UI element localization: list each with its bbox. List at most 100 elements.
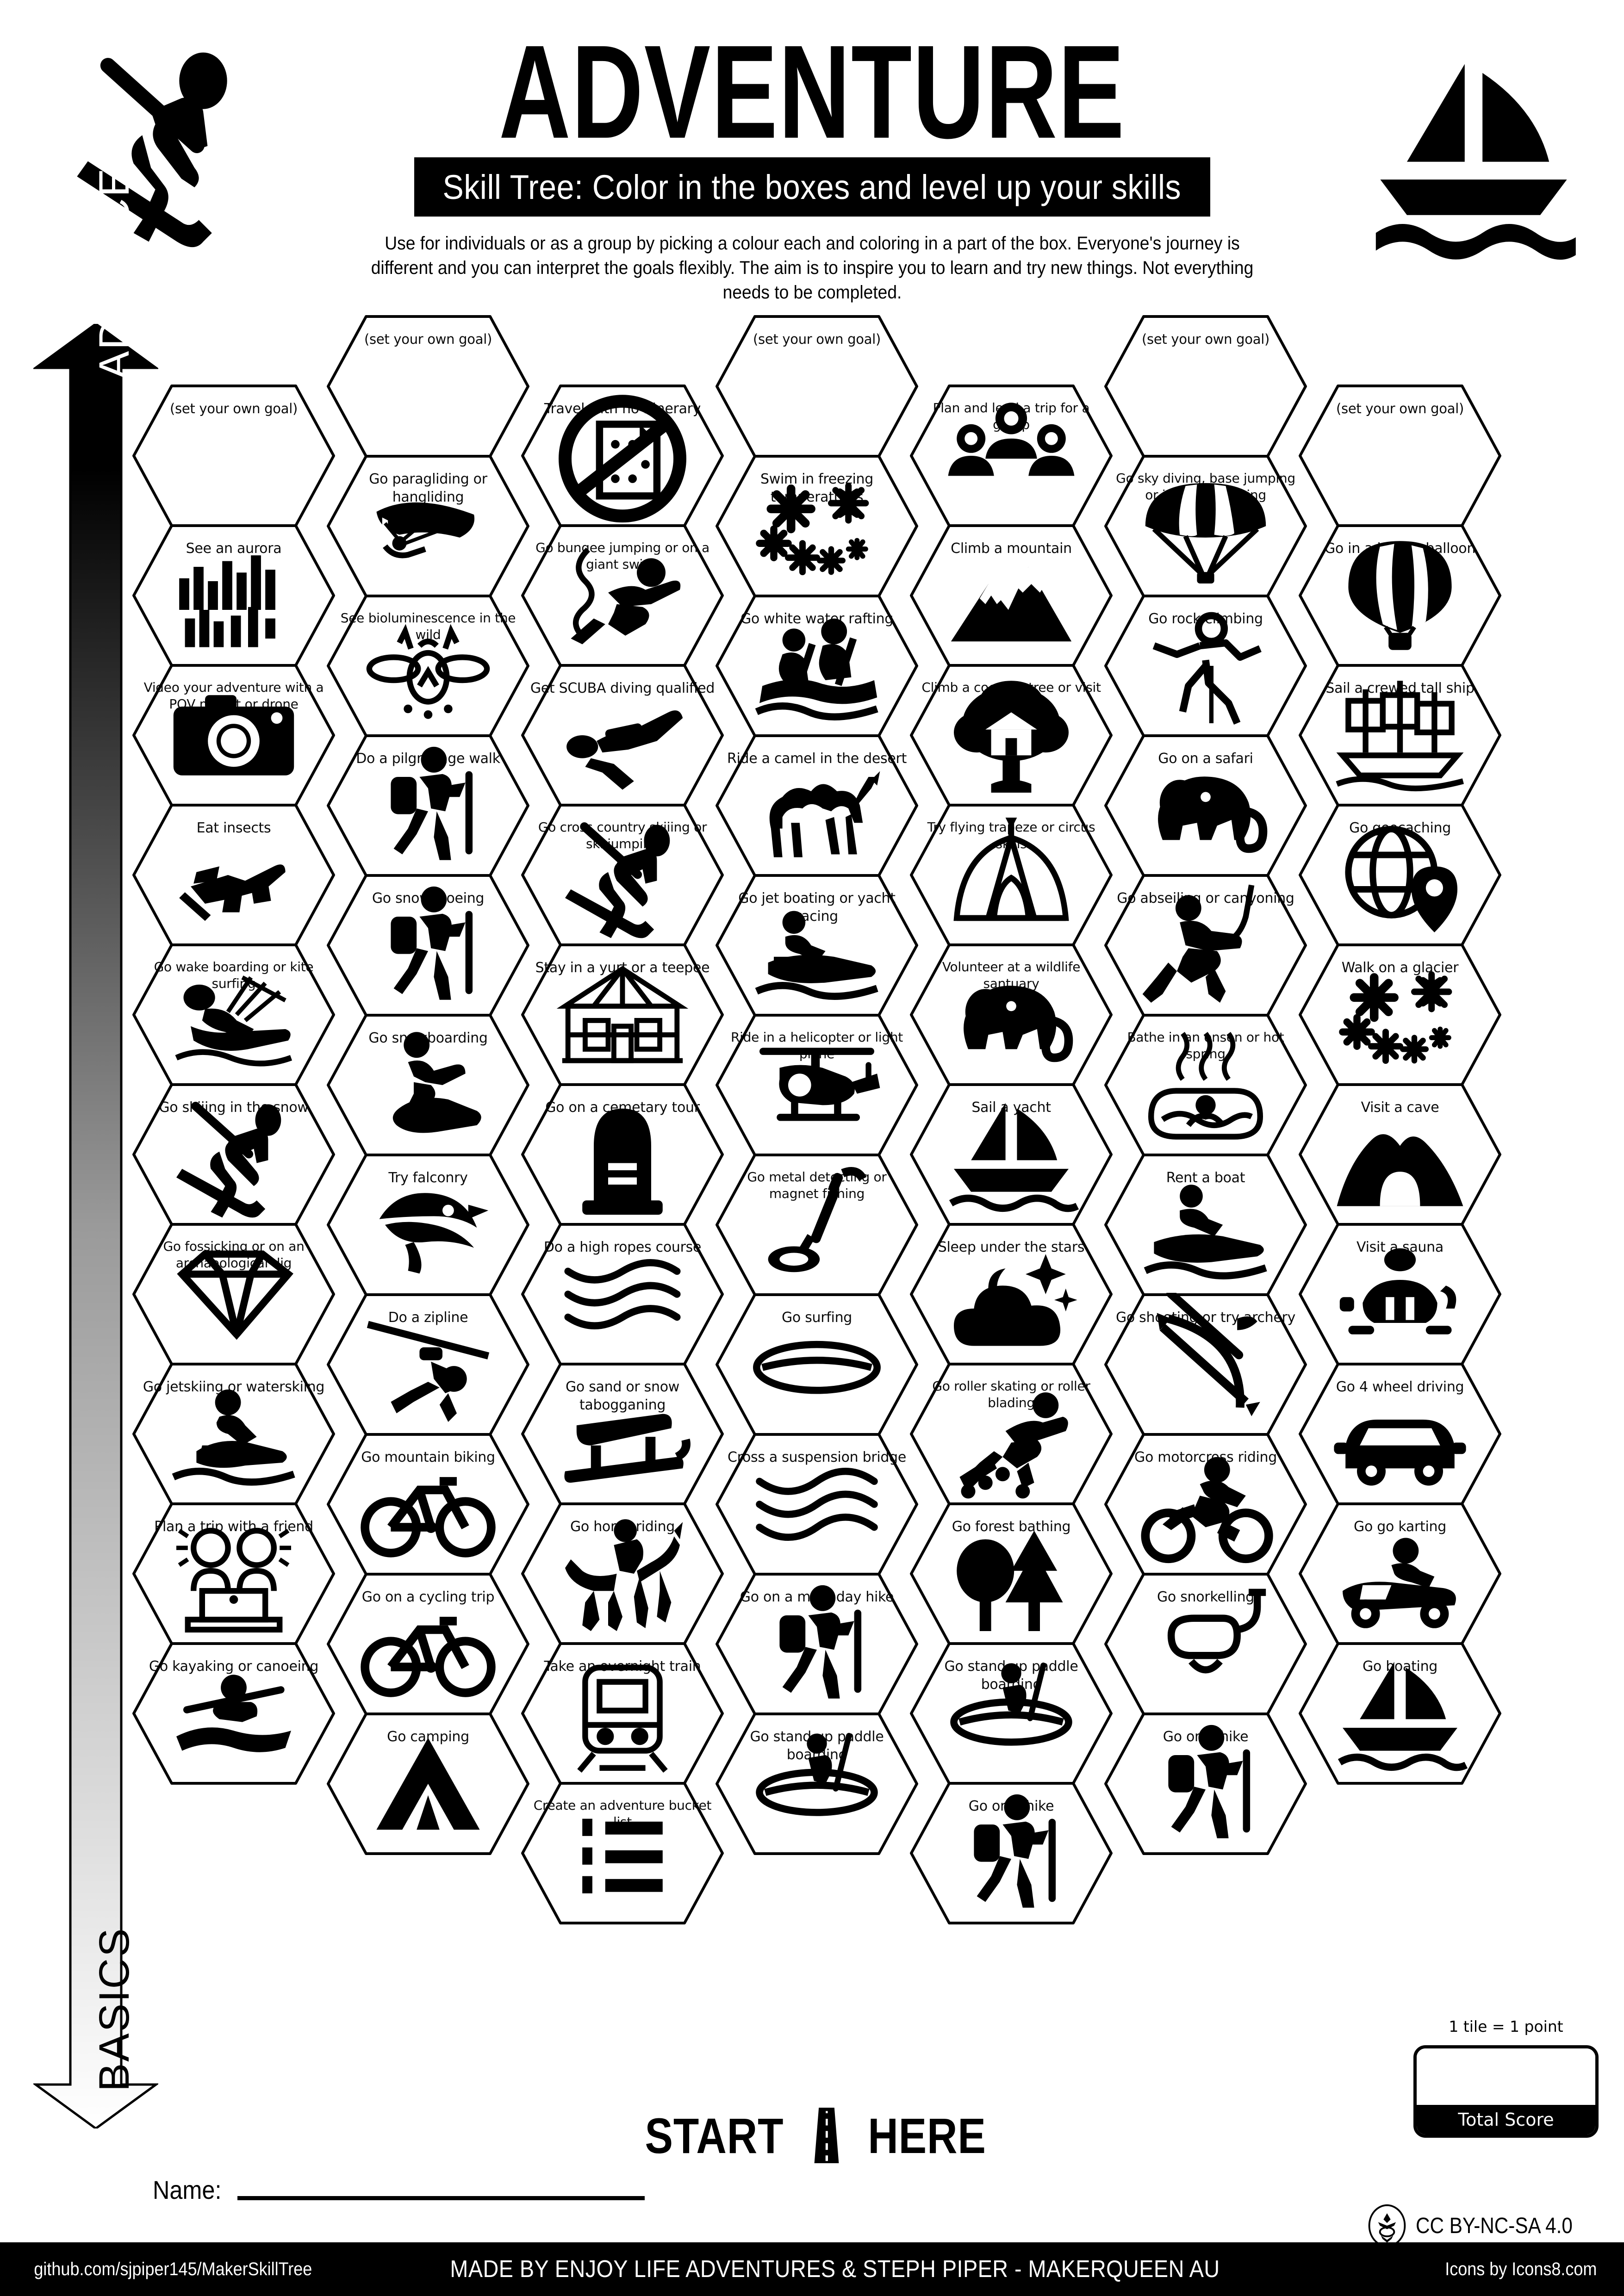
skill-tile[interactable]: See an aurora: [132, 524, 336, 667]
skill-tile[interactable]: Sleep under the stars: [909, 1222, 1113, 1366]
insect-icon: [179, 840, 286, 921]
skill-tile[interactable]: Go on a hike: [1104, 1712, 1307, 1855]
skill-tile[interactable]: Go snowboarding: [326, 1013, 530, 1157]
skill-tile[interactable]: (set your own goal): [326, 315, 530, 458]
scuba-icon: [566, 700, 683, 790]
skill-tile[interactable]: Go on a hike: [909, 1781, 1113, 1925]
skill-tile[interactable]: Go snowshoeing: [326, 874, 530, 1017]
skill-tile[interactable]: Go jet boating or yacht racing: [715, 874, 919, 1017]
skill-tile[interactable]: Cross a suspension bridge: [715, 1433, 919, 1576]
skill-tile[interactable]: Create an adventure bucket list: [521, 1781, 724, 1925]
skill-tile[interactable]: Climb a mountain: [909, 524, 1113, 667]
skill-tile[interactable]: Stay in a yurt or a teepee: [521, 943, 724, 1086]
skill-tile-label: Try falconry: [388, 1170, 468, 1186]
skill-tile[interactable]: Go motorcross riding: [1104, 1433, 1307, 1576]
skill-tile[interactable]: Go shooting or try archery: [1104, 1293, 1307, 1436]
skill-tile[interactable]: Go on a safari: [1104, 734, 1307, 877]
skill-tile[interactable]: Plan and lead a trip for a group: [909, 384, 1113, 527]
skill-tile[interactable]: Go wake boarding or kite surfing: [132, 943, 336, 1086]
skill-tile[interactable]: Go horse riding: [521, 1502, 724, 1645]
skill-tile[interactable]: Bathe in an onsen or hot spring: [1104, 1013, 1307, 1157]
rollerblade-icon: [959, 1392, 1068, 1499]
skill-tile[interactable]: Visit a sauna: [1298, 1222, 1502, 1366]
skill-tile[interactable]: Go in a hot air balloon: [1298, 524, 1502, 667]
ski-icon: [565, 822, 670, 938]
skill-tile[interactable]: Go go karting: [1298, 1502, 1502, 1645]
skill-tile[interactable]: Visit a cave: [1298, 1083, 1502, 1226]
skill-tile[interactable]: (set your own goal): [132, 384, 336, 527]
skill-tile[interactable]: Video your adventure with a POV mount or…: [132, 664, 336, 807]
skill-tile[interactable]: Go geocaching: [1298, 803, 1502, 947]
horse-icon: [565, 1519, 683, 1631]
skill-tile[interactable]: Go jetskiing or waterskiing: [132, 1362, 336, 1506]
road-icon: [807, 2108, 846, 2163]
climber-icon: [1152, 612, 1262, 725]
skill-tile[interactable]: Go bungee jumping or on a giant swing: [521, 524, 724, 667]
score-input[interactable]: [1417, 2048, 1595, 2105]
firefly-icon: [366, 624, 490, 719]
skill-tile[interactable]: Do a high ropes course: [521, 1222, 724, 1366]
skill-tile-label: Do a high ropes course: [543, 1239, 702, 1255]
skill-tile[interactable]: Volunteer at a wildlife santuary: [909, 943, 1113, 1086]
skill-tile[interactable]: Eat insects: [132, 803, 336, 947]
skill-tile[interactable]: Go rock climbing: [1104, 594, 1307, 738]
skill-tile[interactable]: Go 4 wheel driving: [1298, 1362, 1502, 1506]
skill-tile[interactable]: Try flying trapeze or circus skills: [909, 803, 1113, 947]
motorbike-icon: [1141, 1457, 1273, 1564]
skill-tile[interactable]: Go on a multi day hike: [715, 1572, 919, 1716]
footer-repo-link[interactable]: github.com/sjpiper145/MakerSkillTree: [34, 2259, 312, 2279]
skill-tile[interactable]: Sail a yacht: [909, 1083, 1113, 1226]
skill-tile[interactable]: Go forest bathing: [909, 1502, 1113, 1645]
skill-tile[interactable]: Go snorkelling: [1104, 1572, 1307, 1716]
skill-tile[interactable]: Try falconry: [326, 1153, 530, 1297]
skill-tile[interactable]: (set your own goal): [715, 315, 919, 458]
skill-tile[interactable]: Walk on a glacier: [1298, 943, 1502, 1086]
skill-tile[interactable]: Get SCUBA diving qualified: [521, 664, 724, 807]
skill-tile[interactable]: Go sand or snow tabogganing: [521, 1362, 724, 1506]
skill-tile[interactable]: Go fossicking or on an archaeological di…: [132, 1222, 336, 1366]
skill-tile[interactable]: Go boating: [1298, 1642, 1502, 1785]
skill-tile[interactable]: Go surfing: [715, 1293, 919, 1436]
skill-tile[interactable]: Do a pilgrimage walk: [326, 734, 530, 877]
skill-tile[interactable]: Go cross country skiiing or ski jumping: [521, 803, 724, 947]
skill-tile[interactable]: Rent a boat: [1104, 1153, 1307, 1297]
skill-tile[interactable]: Go skiiing in the snow: [132, 1083, 336, 1226]
skill-tile-label: Go sand or snow tabogganing: [565, 1379, 679, 1413]
score-frame[interactable]: Total Score: [1413, 2045, 1599, 2138]
skill-tile[interactable]: Plan a trip with a friend: [132, 1502, 336, 1645]
surfboard-icon: [753, 1329, 881, 1394]
skill-tile[interactable]: Take an overnight train: [521, 1642, 724, 1785]
skill-tile[interactable]: Swim in freezing temperatures: [715, 454, 919, 598]
skill-tile[interactable]: Go metal detecting or magnet fishing: [715, 1153, 919, 1297]
name-input-line[interactable]: [237, 2196, 645, 2200]
skill-tile-label: Eat insects: [196, 820, 271, 836]
bungee-icon: [571, 547, 681, 645]
skill-tile[interactable]: Go white water rafting: [715, 594, 919, 738]
skill-tile[interactable]: See bioluminescence in the wild: [326, 594, 530, 738]
skill-tile[interactable]: Go sky diving, base jumping or indoor sk…: [1104, 454, 1307, 598]
skill-tile[interactable]: Go on a cycling trip: [326, 1572, 530, 1716]
skill-tile[interactable]: Travel with no itinerary: [521, 384, 724, 527]
skill-tile[interactable]: Do a zipline: [326, 1293, 530, 1436]
skill-tile-label: (set your own goal): [170, 401, 298, 416]
skill-tile[interactable]: Go mountain biking: [326, 1433, 530, 1576]
skill-tile[interactable]: Sail a crewed tall ship: [1298, 664, 1502, 807]
total-score-box[interactable]: 1 tile = 1 point Total Score: [1413, 2017, 1599, 2152]
skill-tile[interactable]: (set your own goal): [1298, 384, 1502, 527]
skill-tile[interactable]: Go stand up paddle boarding: [909, 1642, 1113, 1785]
skill-tile[interactable]: Go camping: [326, 1712, 530, 1855]
skill-tile[interactable]: Climb a coconut tree or visit a treehous…: [909, 664, 1113, 807]
skill-tile[interactable]: Go stand up paddle boarding: [715, 1712, 919, 1855]
skill-tile[interactable]: (set your own goal): [1104, 315, 1307, 458]
skill-tile[interactable]: Go on a cemetary tour: [521, 1083, 724, 1226]
name-field[interactable]: Name:: [153, 2175, 645, 2205]
skill-tile[interactable]: Go kayaking or canoeing: [132, 1642, 336, 1785]
skill-tile[interactable]: Ride a camel in the desert: [715, 734, 919, 877]
skill-tile[interactable]: Go abseiling or canyoning: [1104, 874, 1307, 1017]
jetski-icon: [172, 1389, 295, 1486]
skill-tile[interactable]: Go paragliding or hangliding: [326, 454, 530, 598]
skill-tile[interactable]: Go roller skating or roller blading: [909, 1362, 1113, 1506]
skill-tile-label: Ride a camel in the desert: [727, 751, 907, 767]
skill-tile[interactable]: Ride in a helicopter or light plane: [715, 1013, 919, 1157]
skill-tile-label: Go snorkelling: [1157, 1589, 1255, 1605]
